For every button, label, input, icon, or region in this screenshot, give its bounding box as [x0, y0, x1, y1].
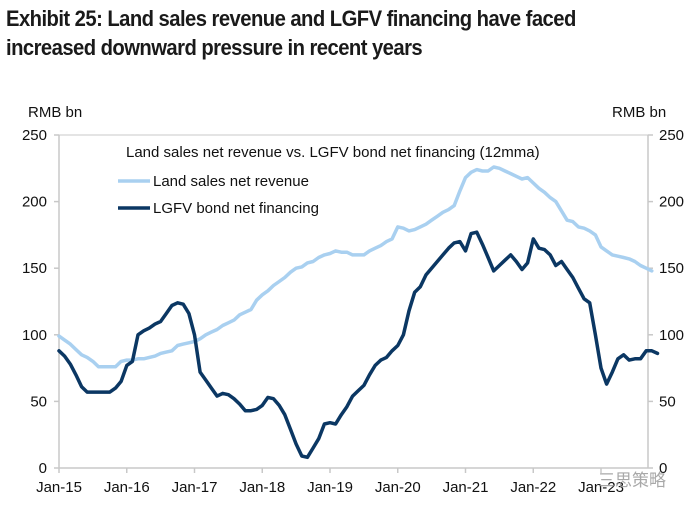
y-tick-label-right: 150 — [659, 260, 684, 277]
y-tick-label-right: 100 — [659, 327, 684, 344]
series-lines — [57, 165, 660, 460]
legend-label-land: Land sales net revenue — [153, 173, 309, 190]
y-tick-label-left: 150 — [22, 260, 47, 277]
x-tick-label: Jan-16 — [104, 479, 150, 496]
axes — [58, 134, 649, 469]
y-tick-label-right: 50 — [659, 393, 676, 410]
exhibit-title: Exhibit 25: Land sales revenue and LGFV … — [6, 6, 576, 60]
y-tick-label-left: 250 — [22, 127, 47, 144]
y-tick-label-left: 0 — [39, 460, 47, 477]
legend-label-lgfv: LGFV bond net financing — [153, 200, 319, 217]
y-ticks-left: 0 50 100 150 200 250 — [22, 127, 59, 477]
x-tick-label: Jan-21 — [443, 479, 489, 496]
y-tick-label-left: 200 — [22, 194, 47, 211]
x-tick-label: Jan-17 — [172, 479, 218, 496]
x-tick-label: Jan-18 — [239, 479, 285, 496]
y-axis-label-left: RMB bn — [28, 104, 82, 121]
y-ticks-right: 0 50 100 150 200 250 — [648, 127, 684, 477]
y-tick-label-right: 0 — [659, 460, 667, 477]
legend: Land sales net revenue LGFV bond net fina… — [118, 173, 319, 217]
y-tick-label-right: 250 — [659, 127, 684, 144]
x-ticks: Jan-15 Jan-16 Jan-17 Jan-18 Jan-19 Jan-20 Jan-… — [36, 468, 624, 496]
x-tick-label: Jan-23 — [578, 479, 624, 496]
x-tick-label: Jan-15 — [36, 479, 82, 496]
series-line-land — [57, 165, 654, 369]
series-line-lgfv — [57, 230, 660, 460]
y-axis-label-right: RMB bn — [612, 104, 666, 121]
watermark: 三思策略 — [598, 471, 666, 491]
y-tick-label-left: 50 — [30, 393, 47, 410]
y-tick-label-left: 100 — [22, 327, 47, 344]
y-tick-label-right: 200 — [659, 194, 684, 211]
x-tick-label: Jan-20 — [375, 479, 421, 496]
x-tick-label: Jan-22 — [510, 479, 556, 496]
chart-inner-title: Land sales net revenue vs. LGFV bond net… — [126, 144, 540, 161]
x-tick-label: Jan-19 — [307, 479, 353, 496]
